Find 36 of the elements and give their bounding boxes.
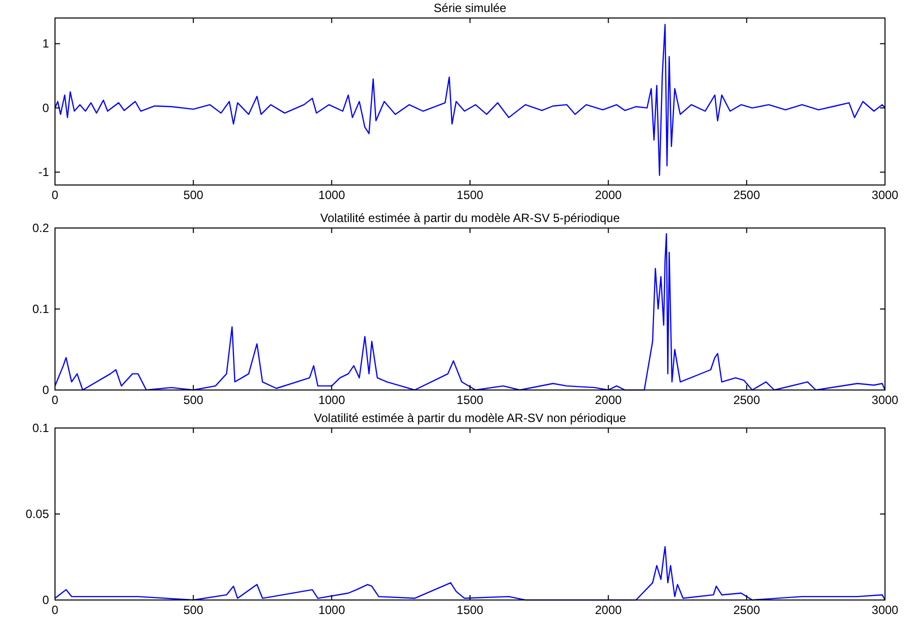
x-tick-label: 2500 (733, 188, 760, 202)
x-tick-label: 500 (183, 393, 204, 407)
x-tick-label: 0 (52, 393, 59, 407)
chart-title: Série simulée (434, 1, 507, 15)
y-tick-label: 0 (42, 593, 50, 607)
x-tick-label: 1000 (318, 603, 346, 617)
x-tick-label: 3000 (872, 393, 899, 407)
x-tick-label: 0 (52, 603, 59, 617)
y-tick-label: 0 (42, 100, 50, 115)
y-tick-label: -1 (38, 165, 50, 180)
y-tick-label: 0.2 (32, 221, 50, 235)
x-tick-label: 500 (183, 603, 204, 617)
x-tick-label: 2000 (594, 393, 622, 407)
x-tick-label: 1500 (456, 188, 484, 202)
y-tick-label: 0.05 (26, 507, 50, 521)
line-series (54, 24, 886, 176)
x-tick-label: 2500 (733, 603, 760, 617)
x-tick-label: 3000 (872, 188, 899, 202)
chart-title: Volatilité estimée à partir du modèle AR-SV non périodique (314, 411, 626, 425)
y-tick-label: 0.1 (32, 421, 50, 435)
y-tick-label: 0 (42, 383, 50, 397)
x-tick-label: 0 (52, 188, 59, 202)
chart-title: Volatilité estimée à partir du modèle AR-SV 5-périodique (320, 211, 620, 225)
x-tick-label: 500 (183, 188, 204, 202)
line-series (54, 546, 886, 601)
y-tick-label: 0.1 (32, 302, 50, 316)
x-tick-label: 1500 (456, 393, 484, 407)
x-tick-label: 1500 (456, 603, 484, 617)
x-tick-label: 2000 (594, 603, 622, 617)
x-tick-label: 1000 (318, 393, 346, 407)
x-tick-label: 2500 (733, 393, 760, 407)
x-tick-label: 3000 (872, 603, 899, 617)
x-tick-label: 1000 (318, 188, 346, 202)
x-tick-label: 2000 (594, 188, 622, 202)
line-series (54, 233, 886, 391)
y-tick-label: 1 (42, 36, 50, 51)
